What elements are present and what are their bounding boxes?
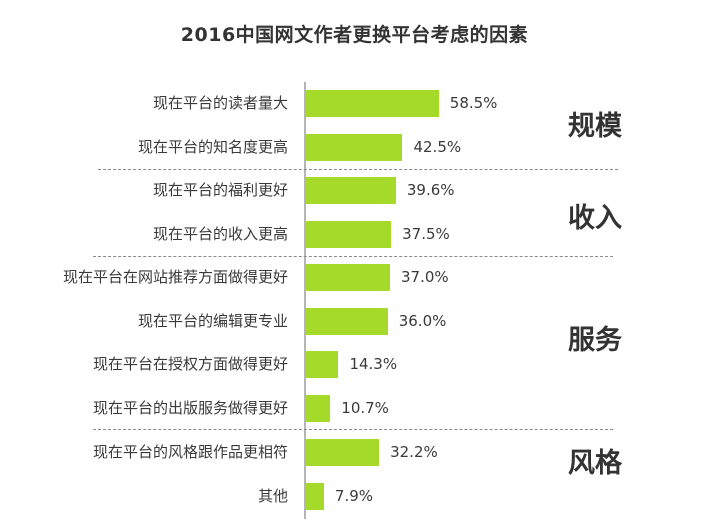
value-label: 36.0% bbox=[398, 312, 447, 330]
chart-title: 2016中国网文作者更换平台考虑的因素 bbox=[180, 24, 529, 46]
bar bbox=[306, 264, 390, 291]
bar bbox=[306, 351, 339, 378]
group-separator bbox=[93, 429, 613, 430]
group-label-style: 风格 bbox=[568, 448, 622, 479]
category-label: 现在平台的读者量大 bbox=[152, 94, 288, 112]
value-label: 58.5% bbox=[449, 94, 498, 112]
bar bbox=[306, 483, 324, 510]
category-label: 现在平台的风格跟作品更相符 bbox=[92, 443, 288, 461]
value-label: 7.9% bbox=[334, 487, 374, 505]
bar bbox=[306, 395, 331, 422]
group-label-scale: 规模 bbox=[568, 111, 622, 142]
category-label: 现在平台的出版服务做得更好 bbox=[92, 399, 288, 417]
group-label-income: 收入 bbox=[568, 203, 622, 234]
bar-row: 现在平台的读者量大 58.5% bbox=[0, 88, 709, 118]
category-label: 现在平台的福利更好 bbox=[152, 181, 288, 199]
group-label-service: 服务 bbox=[568, 325, 622, 356]
bar bbox=[306, 90, 439, 117]
bar-row: 现在平台的编辑更专业 36.0% bbox=[0, 306, 709, 336]
bar-row: 其他 7.9% bbox=[0, 481, 709, 511]
bar-row: 现在平台的知名度更高 42.5% bbox=[0, 132, 709, 162]
y-axis-line bbox=[304, 82, 306, 519]
group-separator bbox=[93, 256, 613, 257]
bar bbox=[306, 221, 392, 248]
bar-row: 现在平台在授权方面做得更好 14.3% bbox=[0, 349, 709, 379]
bar bbox=[306, 177, 396, 204]
bar-row: 现在平台的收入更高 37.5% bbox=[0, 219, 709, 249]
value-label: 39.6% bbox=[406, 181, 455, 199]
bar bbox=[306, 439, 380, 466]
value-label: 37.5% bbox=[402, 225, 450, 243]
category-label: 其他 bbox=[257, 487, 288, 505]
bar-row: 现在平台的出版服务做得更好 10.7% bbox=[0, 393, 709, 423]
category-label: 现在平台在授权方面做得更好 bbox=[92, 355, 288, 373]
bar-row: 现在平台在网站推荐方面做得更好 37.0% bbox=[0, 262, 709, 292]
value-label: 42.5% bbox=[413, 138, 462, 156]
bar-row: 现在平台的风格跟作品更相符 32.2% bbox=[0, 437, 709, 467]
value-label: 14.3% bbox=[349, 355, 398, 373]
value-label: 10.7% bbox=[341, 399, 389, 417]
value-label: 37.0% bbox=[400, 268, 449, 286]
category-label: 现在平台的收入更高 bbox=[152, 225, 288, 243]
bar bbox=[306, 308, 388, 335]
group-separator bbox=[98, 169, 618, 170]
value-label: 32.2% bbox=[390, 443, 438, 461]
bar bbox=[306, 134, 403, 161]
bar-row: 现在平台的福利更好 39.6% bbox=[0, 175, 709, 205]
category-label: 现在平台的知名度更高 bbox=[137, 138, 288, 156]
category-label: 现在平台在网站推荐方面做得更好 bbox=[62, 268, 288, 286]
category-label: 现在平台的编辑更专业 bbox=[137, 312, 288, 330]
